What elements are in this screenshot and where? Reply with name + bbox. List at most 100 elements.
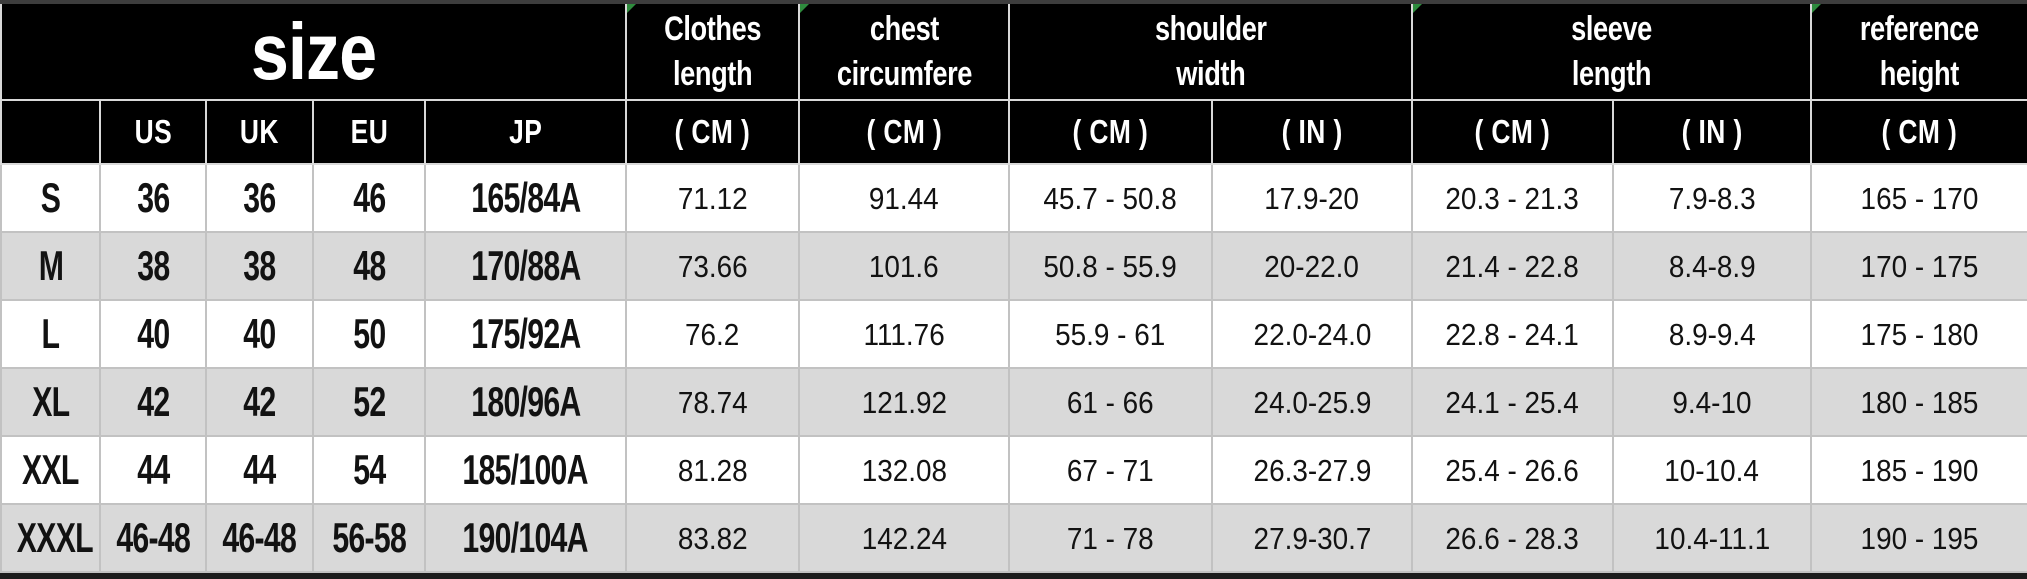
cell-value: 24.0-25.9 <box>1253 384 1371 420</box>
table-cell: 9.4-10 <box>1612 367 1813 437</box>
cell-value: 170/88A <box>470 242 581 289</box>
group-header-label: sleeve length <box>1571 9 1652 93</box>
table-cell: 55.9 - 61 <box>1008 299 1213 369</box>
table-cell: 50 <box>312 299 426 369</box>
unit-label: ( CM ) <box>866 113 942 150</box>
unit-header-clothes-cm: ( CM ) <box>625 100 800 165</box>
header-sub-row: US UK EU JP ( CM ) ( CM ) ( CM ) ( IN ) … <box>0 100 2027 165</box>
table-cell: 61 - 66 <box>1008 367 1213 437</box>
table-cell: 38 <box>205 231 314 301</box>
cell-value: 42 <box>243 378 276 425</box>
table-cell: 56-58 <box>312 503 426 573</box>
cell-value: 46 <box>352 174 386 221</box>
cell-value: 38 <box>243 242 276 289</box>
cell-value: 54 <box>352 446 386 493</box>
table-cell: 26.3-27.9 <box>1210 435 1414 505</box>
table-cell: 7.9-8.3 <box>1612 163 1813 233</box>
cell-value: 185 - 190 <box>1860 452 1979 488</box>
table-cell: 132.08 <box>798 435 1010 505</box>
cell-value: 52 <box>352 378 386 425</box>
cell-value: 67 - 71 <box>1067 452 1154 488</box>
cell-value: 101.6 <box>869 248 939 284</box>
unit-header-sleeve-in: ( IN ) <box>1612 100 1813 165</box>
row-label: XXL <box>22 446 79 493</box>
cell-value: 55.9 - 61 <box>1055 316 1166 352</box>
table-cell: 22.8 - 24.1 <box>1411 299 1615 369</box>
cell-value: 25.4 - 26.6 <box>1445 452 1580 488</box>
green-corner-marker-icon <box>1813 4 1822 13</box>
cell-value: 61 - 66 <box>1067 384 1154 420</box>
table-cell: 46-48 <box>99 503 207 573</box>
row-label: L <box>41 310 60 357</box>
table-cell: 142.24 <box>798 503 1010 573</box>
cell-value: 10.4-11.1 <box>1654 520 1770 556</box>
cell-value: 190/104A <box>462 514 589 561</box>
cell-value: 26.6 - 28.3 <box>1445 520 1580 556</box>
table-cell: 26.6 - 28.3 <box>1411 503 1615 573</box>
table-row-xxl: XXL 44 44 54 185/100A 81.28 132.08 67 - … <box>0 435 2027 505</box>
row-label: XXXL <box>16 514 94 561</box>
cell-value: 24.1 - 25.4 <box>1445 384 1580 420</box>
table-cell: 36 <box>99 163 207 233</box>
green-corner-marker-icon <box>801 4 809 13</box>
cell-value: 48 <box>352 242 386 289</box>
cell-value: 36 <box>243 174 276 221</box>
table-cell: 42 <box>205 367 314 437</box>
row-label-cell: XXXL <box>0 503 101 573</box>
table-cell: 175/92A <box>424 299 627 369</box>
cell-value: 170 - 175 <box>1860 248 1979 284</box>
table-cell: 190/104A <box>424 503 627 573</box>
table-cell: 180 - 185 <box>1810 367 2027 437</box>
table-cell: 83.82 <box>625 503 800 573</box>
table-cell: 20-22.0 <box>1210 231 1414 301</box>
cell-value: 71 - 78 <box>1067 520 1154 556</box>
cell-value: 111.76 <box>863 316 945 352</box>
cell-value: 91.44 <box>869 180 939 216</box>
table-cell: 190 - 195 <box>1810 503 2027 573</box>
cell-value: 73.66 <box>677 248 748 284</box>
table-row-l: L 40 40 50 175/92A 76.2 111.76 55.9 - 61… <box>0 299 2027 369</box>
cell-value: 190 - 195 <box>1860 520 1979 556</box>
table-cell: 8.4-8.9 <box>1612 231 1813 301</box>
table-cell: 67 - 71 <box>1008 435 1213 505</box>
table-header: size Clothes length chest circumfere sho… <box>0 4 2027 165</box>
col-header-uk: UK <box>205 100 314 165</box>
table-cell: 24.0-25.9 <box>1210 367 1414 437</box>
col-header-label: EU <box>350 113 388 150</box>
table-cell: 54 <box>312 435 426 505</box>
cell-value: 26.3-27.9 <box>1253 452 1371 488</box>
col-header-jp: JP <box>424 100 627 165</box>
table-cell: 52 <box>312 367 426 437</box>
table-cell: 44 <box>99 435 207 505</box>
table-cell: 10-10.4 <box>1612 435 1813 505</box>
cell-value: 50 <box>352 310 386 357</box>
col-header-label: UK <box>240 113 279 150</box>
table-cell: 71.12 <box>625 163 800 233</box>
table-cell: 17.9-20 <box>1210 163 1414 233</box>
unit-header-sleeve-cm: ( CM ) <box>1411 100 1615 165</box>
unit-label: ( CM ) <box>674 113 751 150</box>
cell-value: 42 <box>136 378 170 425</box>
table-cell: 46 <box>312 163 426 233</box>
table-cell: 20.3 - 21.3 <box>1411 163 1615 233</box>
cell-value: 121.92 <box>861 384 947 420</box>
corner-blank-cell <box>0 100 101 165</box>
row-label: XL <box>31 378 70 425</box>
size-title-cell: size <box>0 4 627 101</box>
cell-value: 8.9-9.4 <box>1668 316 1756 352</box>
table-cell: 91.44 <box>798 163 1010 233</box>
cell-value: 40 <box>243 310 276 357</box>
table-cell: 180/96A <box>424 367 627 437</box>
group-header-label: reference height <box>1860 9 1979 93</box>
table-cell: 38 <box>99 231 207 301</box>
table-cell: 25.4 - 26.6 <box>1411 435 1615 505</box>
cell-value: 9.4-10 <box>1672 384 1752 420</box>
cell-value: 71.12 <box>677 180 748 216</box>
unit-label: ( CM ) <box>1881 113 1958 150</box>
cell-value: 76.2 <box>685 316 740 352</box>
cell-value: 8.4-8.9 <box>1668 248 1756 284</box>
cell-value: 56-58 <box>332 514 406 561</box>
cell-value: 50.8 - 55.9 <box>1043 248 1178 284</box>
cell-value: 175/92A <box>470 310 581 357</box>
row-label-cell: XXL <box>0 435 101 505</box>
